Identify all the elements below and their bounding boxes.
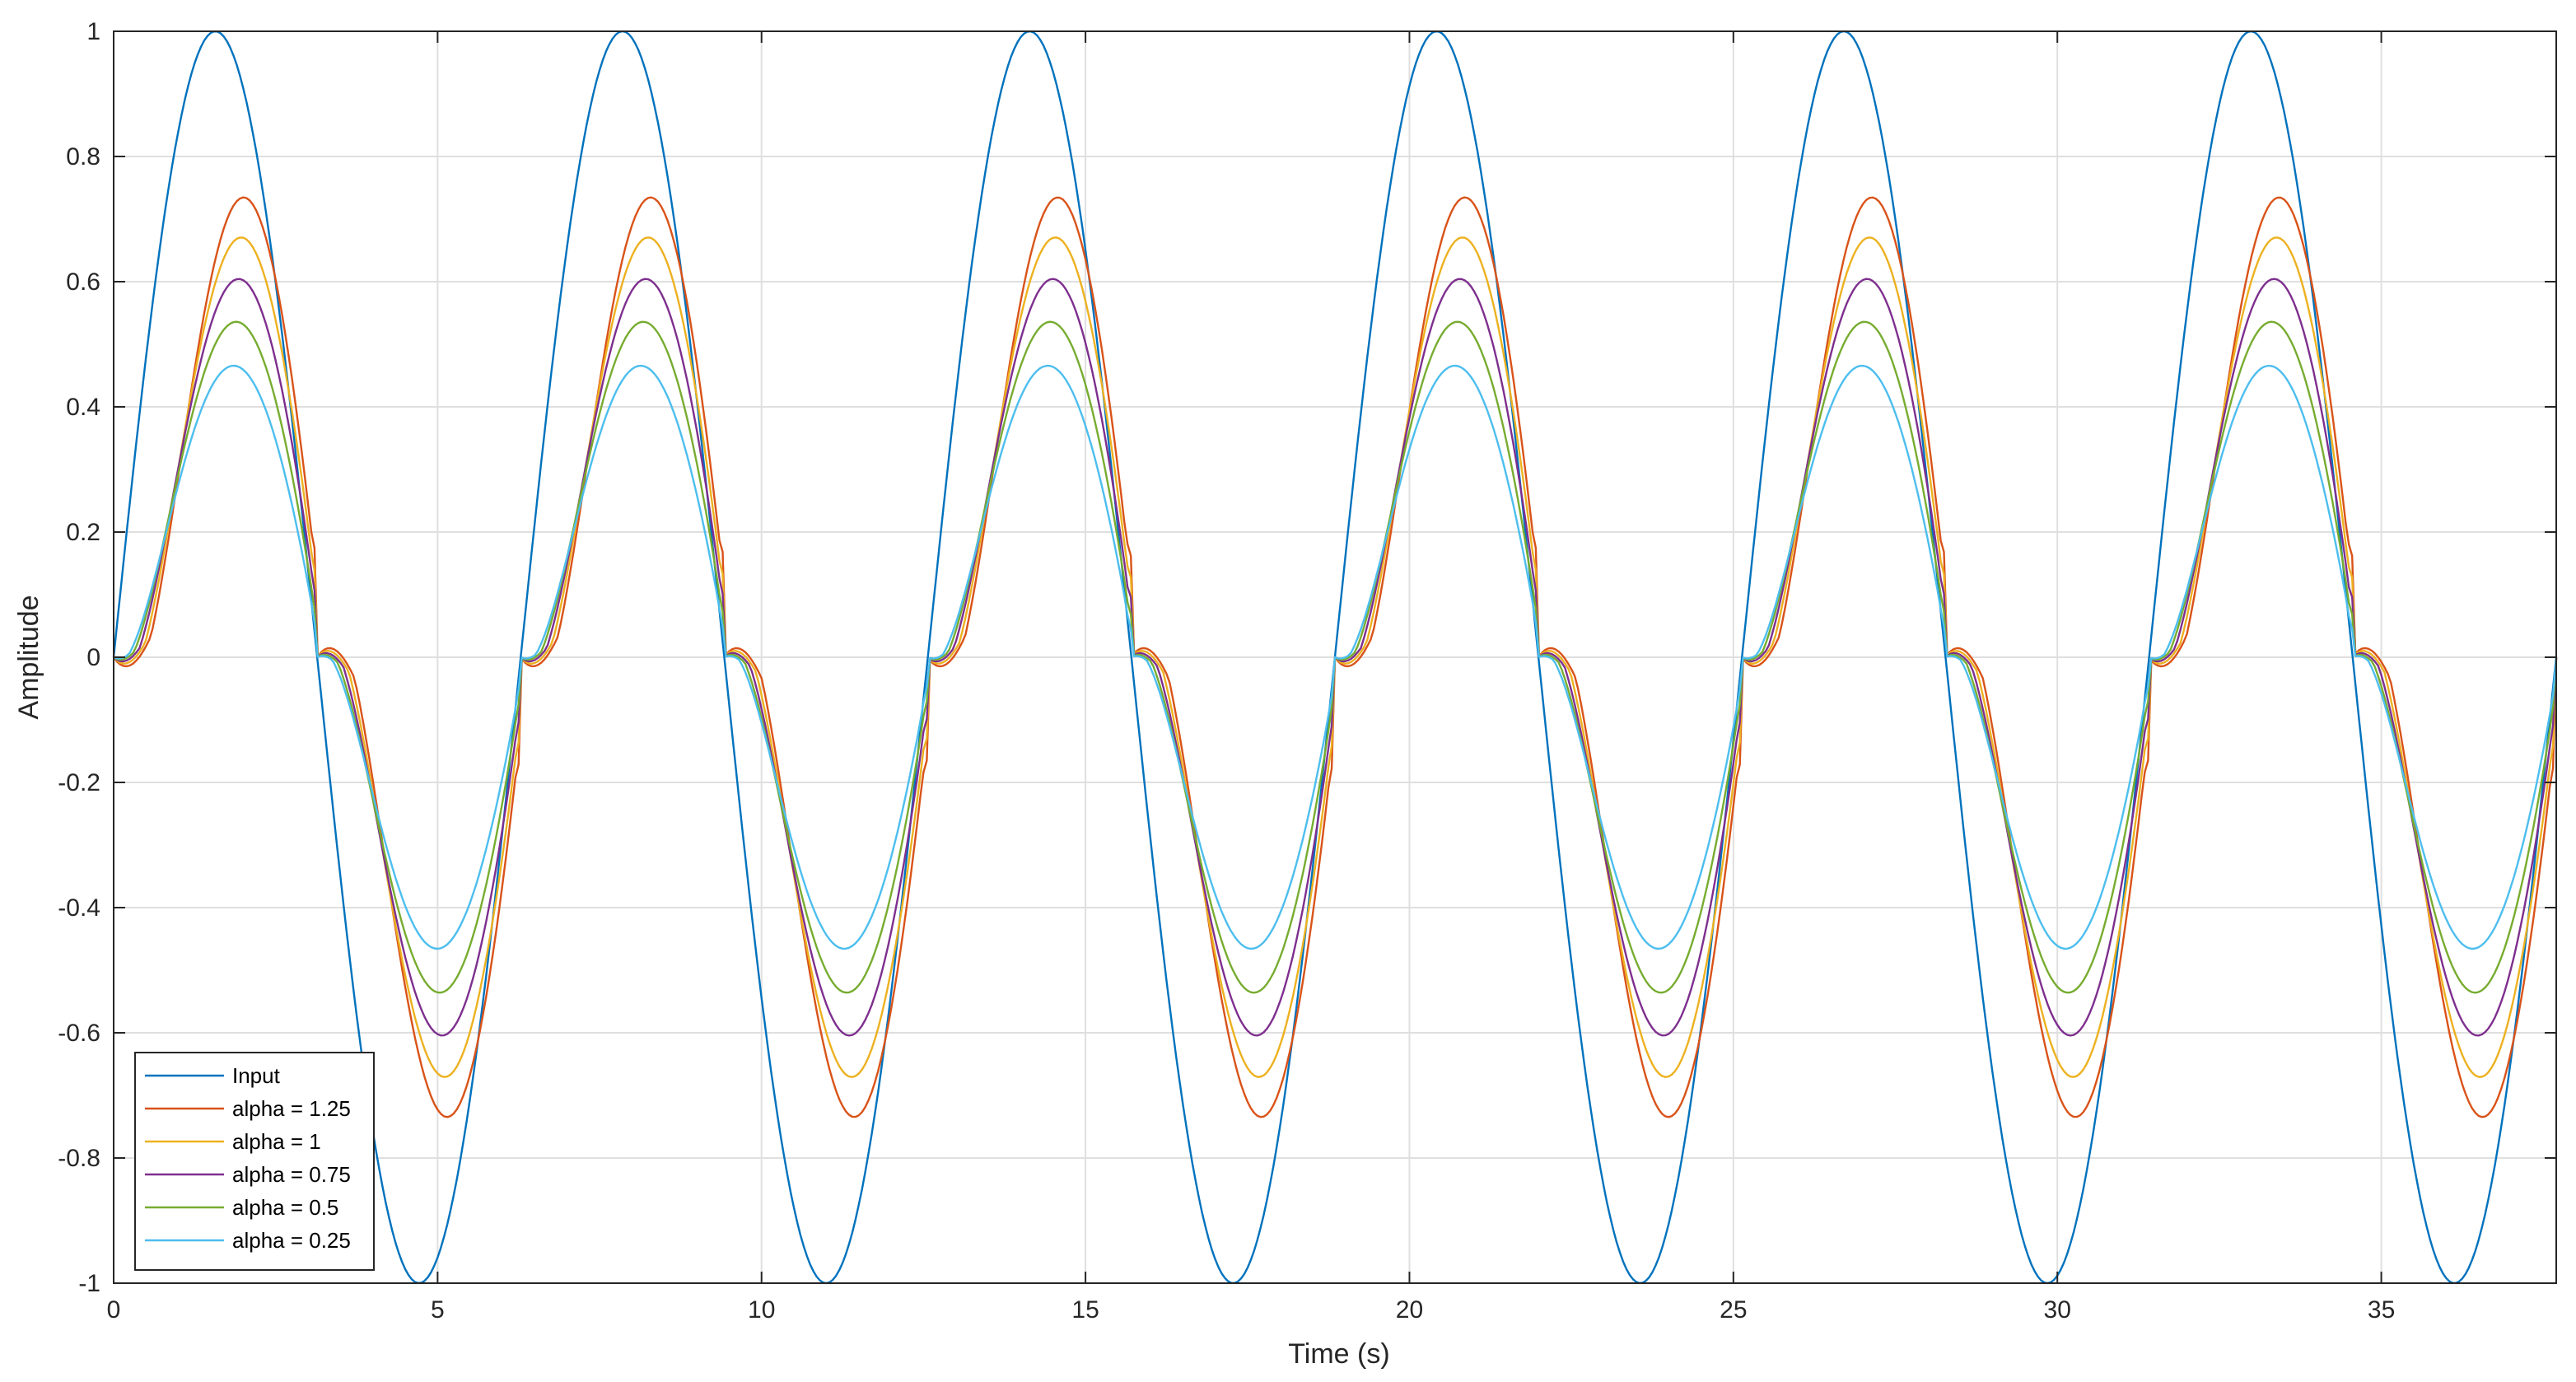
legend-entry: alpha = 0.75: [232, 1162, 351, 1187]
legend-entry: alpha = 1.25: [232, 1096, 351, 1121]
y-tick-label: 0.8: [66, 143, 100, 170]
x-tick-label: 35: [2368, 1296, 2395, 1324]
x-tick-label: 25: [1720, 1296, 1747, 1324]
x-tick-label: 5: [431, 1296, 445, 1324]
x-tick-label: 15: [1071, 1296, 1099, 1324]
y-tick-label: 0: [86, 644, 100, 671]
legend-entry: Input: [232, 1063, 281, 1088]
legend-entry: alpha = 1: [232, 1129, 321, 1154]
y-tick-labels: -1 -0.8 -0.6 -0.4 -0.2 0 0.2 0.4 0.6 0.8 1: [58, 18, 100, 1297]
y-tick-label: -0.8: [58, 1145, 100, 1172]
x-tick-label: 20: [1396, 1296, 1423, 1324]
y-tick-label: -1: [78, 1270, 100, 1297]
legend: Input alpha = 1.25 alpha = 1 alpha = 0.75 al…: [134, 1052, 375, 1271]
y-tick-label: -0.4: [58, 894, 100, 922]
y-tick-label: 0.4: [66, 394, 100, 421]
x-tick-label: 0: [107, 1296, 121, 1324]
y-tick-label: -0.6: [58, 1020, 100, 1047]
y-tick-label: 1: [86, 18, 100, 45]
y-tick-label: 0.2: [66, 519, 100, 546]
legend-box: [134, 1052, 375, 1271]
x-axis-title: Time (s): [1288, 1338, 1389, 1370]
x-tick-label: 30: [2044, 1296, 2071, 1324]
legend-entry: alpha = 0.25: [232, 1228, 351, 1253]
tick-marks: [113, 30, 2556, 1284]
series-lines: [112, 30, 2558, 1285]
y-tick-label: 0.6: [66, 268, 100, 296]
series-line-alpha-0-25: [113, 364, 2558, 950]
y-tick-label: -0.2: [58, 769, 100, 796]
y-axis-title: Amplitude: [13, 595, 44, 719]
x-tick-label: 10: [748, 1296, 775, 1324]
legend-entry: alpha = 0.5: [232, 1195, 338, 1220]
x-tick-labels: 0 5 10 15 20 25 30 35: [107, 1296, 2396, 1324]
